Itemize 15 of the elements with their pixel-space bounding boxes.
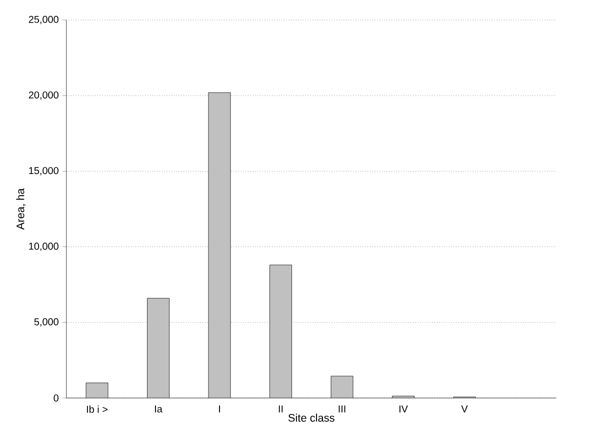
y-tick-label: 10,000 (29, 242, 58, 251)
y-tick-label: 15,000 (29, 167, 58, 176)
y-tick-label: 20,000 (28, 91, 58, 100)
y-tick-label: 0 (54, 394, 58, 402)
x-tick-label: IV (399, 406, 408, 412)
x-axis-title: Site class (288, 414, 334, 422)
x-tick-label: II (278, 406, 283, 412)
x-tick-label: I (219, 406, 220, 412)
x-tick-label: Ia (155, 406, 162, 412)
x-tick-label: V (461, 406, 468, 412)
x-tick-label: Ib i > (86, 406, 108, 413)
y-tick-label: 25,000 (28, 16, 58, 24)
y-tick-label: 5,000 (34, 318, 58, 327)
y-axis-title: Area, ha (16, 188, 26, 230)
x-tick-label: III (338, 406, 346, 412)
